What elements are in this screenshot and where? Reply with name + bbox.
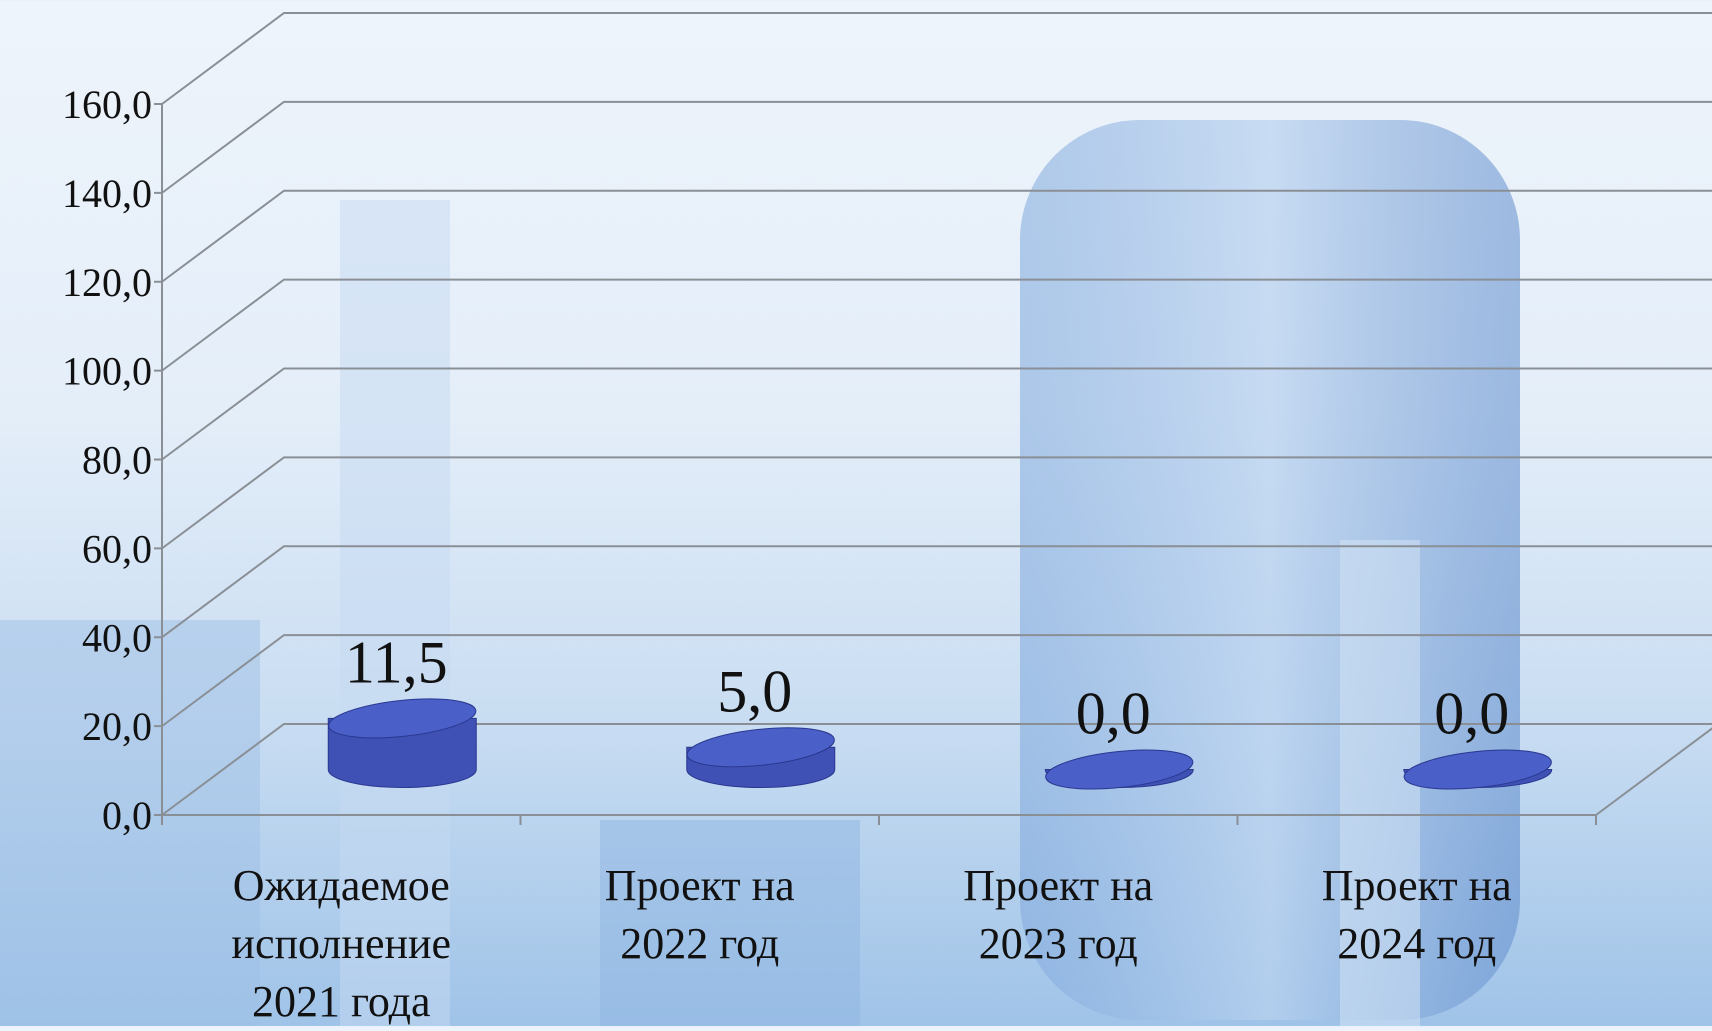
building (600, 820, 860, 1026)
grid-line (161, 456, 1712, 550)
value-label: 5,0 (717, 658, 792, 724)
building (1340, 540, 1420, 1026)
cylinder-top (1403, 749, 1552, 790)
y-tick-label: 160,0 (62, 82, 152, 127)
y-tick-label: 140,0 (62, 171, 152, 216)
y-tick-label: 60,0 (82, 526, 152, 571)
y-tick-label: 100,0 (62, 349, 152, 394)
grid-line (161, 278, 1712, 372)
cylinder (1044, 749, 1194, 790)
x-tick-label: Проект на 2024 год (1321, 861, 1512, 968)
x-tick-label: Ожидаемое исполнение 2021 года (231, 861, 452, 1026)
grid-line (161, 189, 1712, 283)
value-label: 11,5 (345, 629, 448, 695)
grid-line (161, 634, 1712, 727)
value-label: 0,0 (1076, 681, 1151, 747)
building (340, 200, 450, 1026)
grid-line (161, 367, 1712, 461)
x-tick-label: Проект на 2023 год (963, 861, 1154, 968)
y-tick-label: 40,0 (82, 615, 152, 660)
grid-line (161, 100, 1712, 194)
grid-line (161, 12, 1712, 105)
cylinder (327, 698, 477, 788)
grid-line (161, 545, 1712, 639)
cylinder-top (1045, 749, 1194, 790)
cylinder-top (328, 698, 477, 739)
grid-line (161, 723, 1712, 816)
cylinder (686, 727, 836, 788)
building (0, 620, 260, 1026)
cylinder-top (686, 727, 835, 768)
y-tick-label: 80,0 (82, 438, 152, 483)
floor-right-edge (1595, 727, 1712, 816)
y-tick-label: 120,0 (62, 260, 152, 305)
x-tick-label: Проект на 2022 год (604, 861, 795, 968)
y-tick-label: 20,0 (82, 704, 152, 749)
cylinder (1403, 749, 1553, 790)
value-label: 0,0 (1434, 681, 1509, 747)
y-tick-label: 0,0 (102, 793, 152, 838)
